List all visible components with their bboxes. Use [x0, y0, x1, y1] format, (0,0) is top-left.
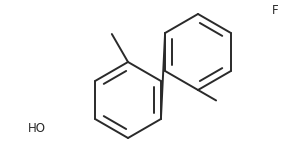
- Text: HO: HO: [28, 122, 46, 134]
- Text: F: F: [272, 4, 279, 16]
